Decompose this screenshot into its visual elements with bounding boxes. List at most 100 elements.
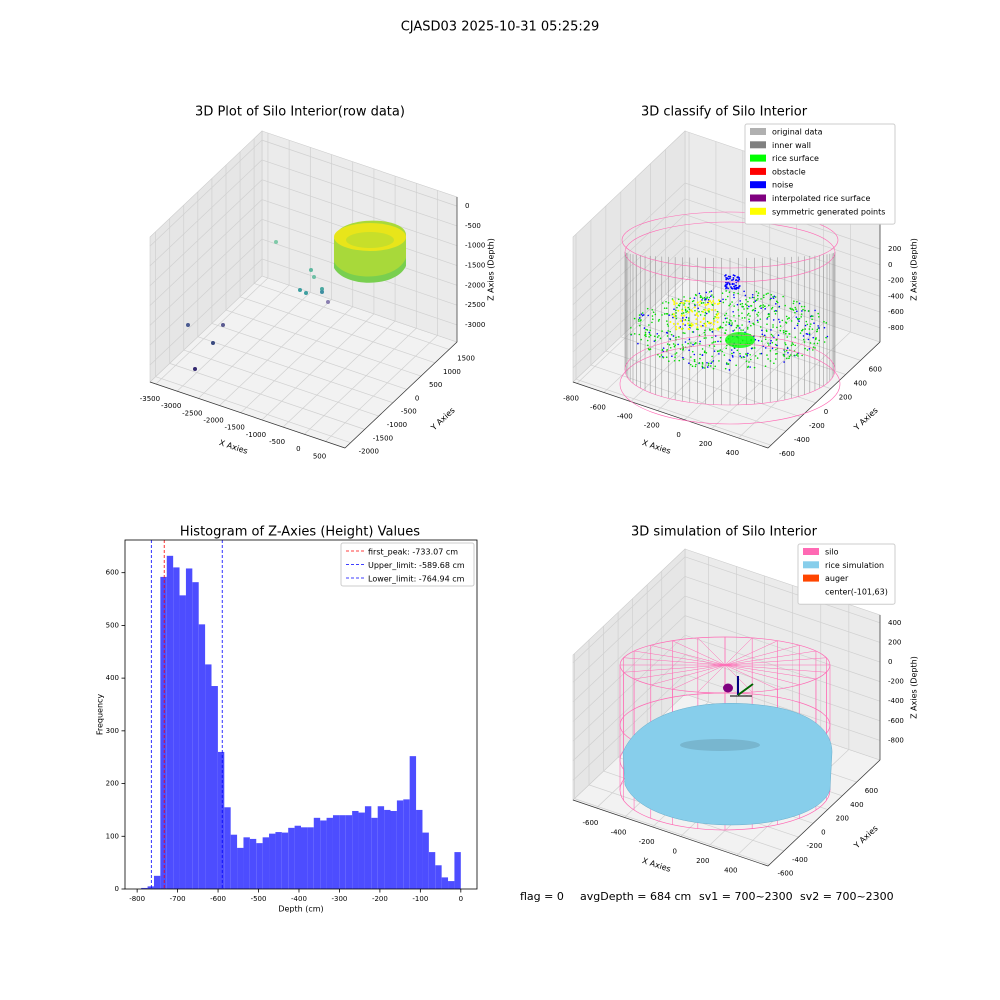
point — [796, 301, 798, 303]
point — [739, 303, 742, 306]
point — [705, 298, 707, 301]
point — [710, 295, 712, 298]
grid-line — [239, 296, 436, 364]
bar — [275, 832, 282, 889]
point — [809, 325, 811, 328]
point — [792, 309, 795, 311]
silo-line — [623, 664, 726, 673]
x-tick-label: -600 — [590, 403, 606, 411]
bar — [396, 800, 404, 889]
point — [802, 308, 804, 311]
point — [816, 328, 819, 331]
point — [719, 326, 722, 329]
point — [211, 341, 215, 345]
silo-outline — [621, 211, 839, 269]
point — [682, 347, 685, 350]
point — [694, 309, 696, 312]
point — [733, 305, 735, 307]
point — [673, 345, 676, 348]
cloud — [346, 232, 394, 248]
z-tick-label: -200 — [888, 678, 904, 686]
point — [759, 326, 762, 328]
point — [698, 303, 701, 306]
y-tick-label: -400 — [792, 856, 808, 864]
point — [728, 282, 731, 285]
point — [795, 308, 797, 310]
grid-line — [211, 323, 408, 390]
point — [682, 312, 685, 314]
point — [755, 299, 758, 302]
point — [759, 305, 761, 308]
point — [746, 314, 749, 316]
point — [754, 300, 757, 302]
bar — [256, 843, 263, 889]
status-text: avgDepth = 684 cm — [580, 890, 691, 903]
legend-label: rice simulation — [825, 561, 884, 570]
bar — [198, 624, 206, 889]
point — [690, 356, 692, 358]
grid-line — [282, 320, 396, 428]
point — [695, 318, 698, 321]
z-tick-label: 0 — [888, 658, 892, 666]
point — [728, 359, 731, 361]
point — [806, 333, 809, 335]
point — [791, 342, 794, 344]
bar — [441, 877, 449, 889]
point — [708, 328, 711, 331]
point — [638, 333, 641, 336]
grid-line — [574, 798, 770, 865]
x-tick-label: 200 — [696, 857, 709, 865]
point — [647, 314, 649, 317]
y-tick-label: 200 — [839, 394, 852, 402]
point — [808, 332, 811, 335]
point — [692, 343, 694, 346]
point — [666, 320, 668, 322]
point — [673, 308, 675, 311]
y-tick-label: -2000 — [359, 448, 379, 456]
bar — [313, 817, 321, 889]
point — [775, 300, 778, 303]
point — [756, 319, 759, 322]
bar — [428, 852, 436, 889]
silo-line — [724, 664, 778, 690]
point — [645, 328, 647, 331]
x-tick-label: -500 — [269, 438, 285, 446]
point — [659, 337, 662, 340]
legend-label: Lower_limit: -764.94 cm — [368, 575, 465, 584]
point — [733, 274, 736, 277]
bar — [339, 815, 346, 889]
grid-line — [590, 364, 787, 432]
point — [687, 317, 690, 319]
point — [750, 304, 752, 307]
point — [675, 336, 677, 339]
point — [729, 277, 731, 280]
point — [679, 348, 682, 350]
point — [762, 304, 765, 306]
point — [726, 317, 728, 320]
point — [326, 300, 330, 304]
point — [771, 341, 774, 344]
chart-title: 3D Plot of Silo Interior(row data) — [195, 105, 405, 120]
point — [663, 307, 666, 309]
point — [773, 295, 776, 298]
silo-outline — [624, 221, 836, 283]
grid-line — [572, 214, 686, 321]
point — [793, 300, 795, 303]
point — [687, 306, 690, 309]
point — [678, 359, 681, 362]
point — [753, 347, 756, 349]
point — [816, 330, 818, 333]
silo-line — [724, 664, 816, 680]
z-tick-label: -400 — [888, 697, 904, 705]
point — [779, 329, 782, 332]
chart-title: Histogram of Z-Axies (Height) Values — [180, 525, 420, 540]
legend-swatch — [750, 167, 766, 175]
point — [814, 309, 816, 312]
silo-line — [724, 657, 827, 666]
point — [675, 317, 678, 320]
bar — [281, 832, 289, 889]
point — [722, 301, 725, 304]
grid-line — [665, 294, 861, 361]
bar — [224, 807, 231, 889]
point — [644, 331, 647, 334]
